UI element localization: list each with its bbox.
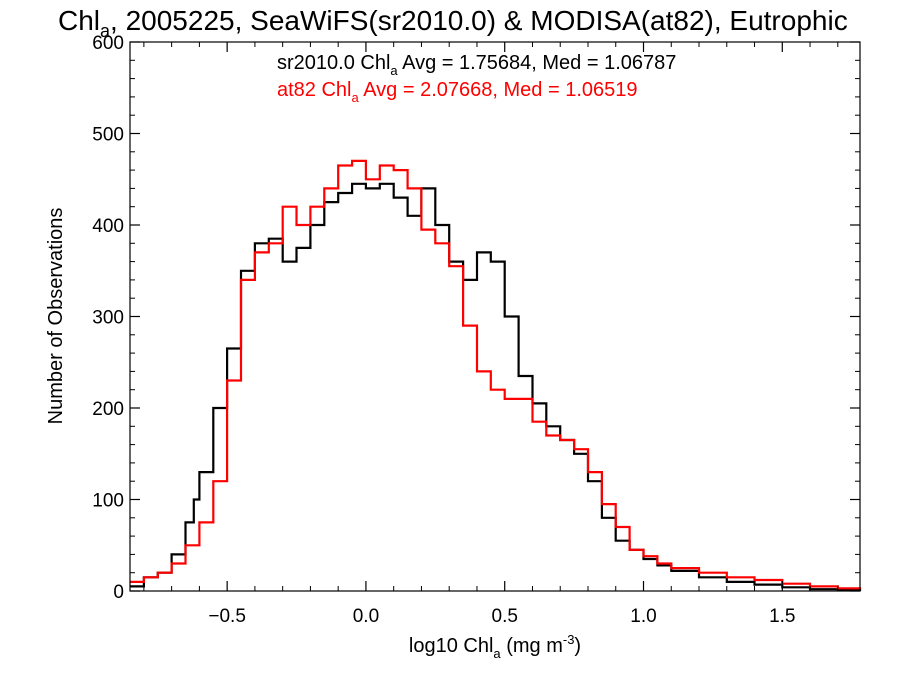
x-tick-label: 1.0	[630, 606, 656, 627]
plot-frame	[129, 41, 861, 592]
annotation-sr2010: sr2010.0 Chla Avg = 1.75684, Med = 1.067…	[277, 52, 676, 78]
annotation-at82: at82 Chla Avg = 2.07668, Med = 1.06519	[277, 79, 637, 105]
x-axis-ticks: −0.5 0.0 0.5 1.0 1.5	[143, 42, 839, 627]
y-tick-label: 0	[113, 582, 124, 603]
x-tick-label: −0.5	[208, 606, 246, 627]
chart-title: Chla, 2005225, SeaWiFS(sr2010.0) & MODIS…	[58, 5, 848, 41]
series-1-line	[130, 159, 862, 590]
x-tick-label: 0.0	[353, 606, 379, 627]
y-tick-label: 200	[92, 399, 124, 420]
y-tick-label: 500	[92, 125, 124, 146]
y-axis-ticks: 0 100 200 300 400 500 600	[92, 33, 860, 603]
y-tick-label: 100	[92, 491, 124, 512]
series-0-line	[130, 182, 862, 592]
y-axis-label: Number of Observations	[45, 208, 67, 425]
y-tick-label: 400	[92, 216, 124, 237]
y-tick-label: 600	[92, 33, 124, 54]
x-tick-label: 0.5	[492, 606, 518, 627]
x-axis-label: log10 Chla (mg m-3)	[409, 632, 581, 661]
series-layer	[130, 159, 862, 592]
x-tick-label: 1.5	[769, 606, 795, 627]
y-tick-label: 300	[92, 308, 124, 329]
